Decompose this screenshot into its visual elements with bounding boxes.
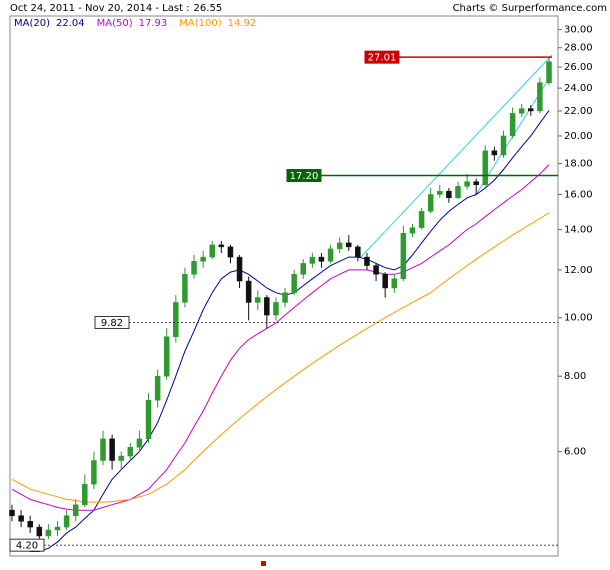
candle-body [9,509,15,516]
candle-body [537,82,543,112]
candle-body [427,194,434,212]
candle-body [45,529,52,537]
level-label: 27.01 [368,53,397,64]
legend-name: MA(50) [97,18,133,29]
candle-body [318,256,325,262]
legend-name: MA(100) [179,18,221,29]
candle-body [173,302,179,337]
candle-body [346,242,352,248]
y-tick-label: 14.00 [564,224,593,235]
date-marker [261,561,266,566]
y-tick-label: 12.00 [564,265,593,276]
candle-body [446,190,452,199]
candle-body [163,336,170,377]
y-tick-label: 18.00 [564,159,593,170]
candle-body [82,483,88,505]
candle-body [364,256,370,266]
candle-body [464,181,470,187]
plot-frame [9,15,559,557]
candle-body [63,515,70,528]
y-tick-label: 8.00 [564,371,586,382]
candle-body [473,181,479,186]
moving-average [11,110,550,552]
candle-body [509,113,516,137]
moving-average [11,164,550,511]
candle-body [254,297,261,303]
level-label: 17.20 [290,171,319,182]
candle-body [200,256,206,262]
candle-body [455,186,461,199]
candle-body [227,246,234,258]
y-tick-label: 22.00 [564,106,593,117]
legend-value: 14.92 [228,18,257,29]
candle-body [437,190,443,195]
candle-body [528,108,534,112]
y-tick-label: 10.00 [564,313,593,324]
candle-body [118,455,124,461]
candle-body [546,61,552,83]
candle-body [209,244,215,258]
candle-body [264,297,270,316]
candle-body [245,280,252,303]
candle-body [500,135,507,156]
candle-body [218,244,225,248]
y-tick-label: 20.00 [564,131,593,142]
candle-body [373,265,379,275]
y-tick-label: 28.00 [564,43,593,54]
legend-value: 22.04 [56,18,85,29]
level-label: 9.82 [101,318,123,329]
trend-channel [359,54,553,259]
level-label: 4.20 [16,541,38,552]
candle-body [336,242,343,250]
candle-body [309,256,316,264]
candle-body [72,504,79,516]
candle-body [54,526,61,531]
candle-body [136,438,143,448]
candle-body [36,526,43,537]
candle-body [282,292,288,303]
y-tick-label: 6.00 [564,447,586,458]
candle-body [418,211,425,228]
y-tick-label: 16.00 [564,189,593,200]
last-value: 26.55 [194,3,223,14]
candle-body [518,108,525,114]
candle-body [273,302,279,316]
candle-body [27,521,33,528]
y-tick-label: 30.00 [564,25,593,36]
candle-body [391,278,398,289]
candle-body [327,248,334,262]
candle-body [291,274,297,293]
candle-body [482,150,489,186]
source: Charts © Surperformance.com [453,3,607,14]
candle-body [154,375,161,401]
candle-body [300,263,307,275]
y-tick-label: 26.00 [564,62,593,73]
candle-body [409,227,416,234]
candle-body [145,399,152,440]
candle-body [182,274,188,303]
candle-body [191,261,197,275]
legend-value: 17.93 [139,18,168,29]
candle-body [382,274,388,289]
legend-name: MA(20) [14,18,50,29]
y-tick-label: 24.00 [564,83,593,94]
candle-body [18,515,24,522]
candle-body [109,438,115,461]
candle-body [100,438,106,461]
candle-body [400,232,407,280]
candle-body [127,447,134,457]
moving-average [11,212,550,503]
header: Oct 24, 2011 - Nov 20, 2014 - Last : [10,3,190,14]
candle-body [236,256,243,282]
candle-body [91,460,97,485]
candle-body [491,150,498,156]
candle-body [355,246,361,258]
